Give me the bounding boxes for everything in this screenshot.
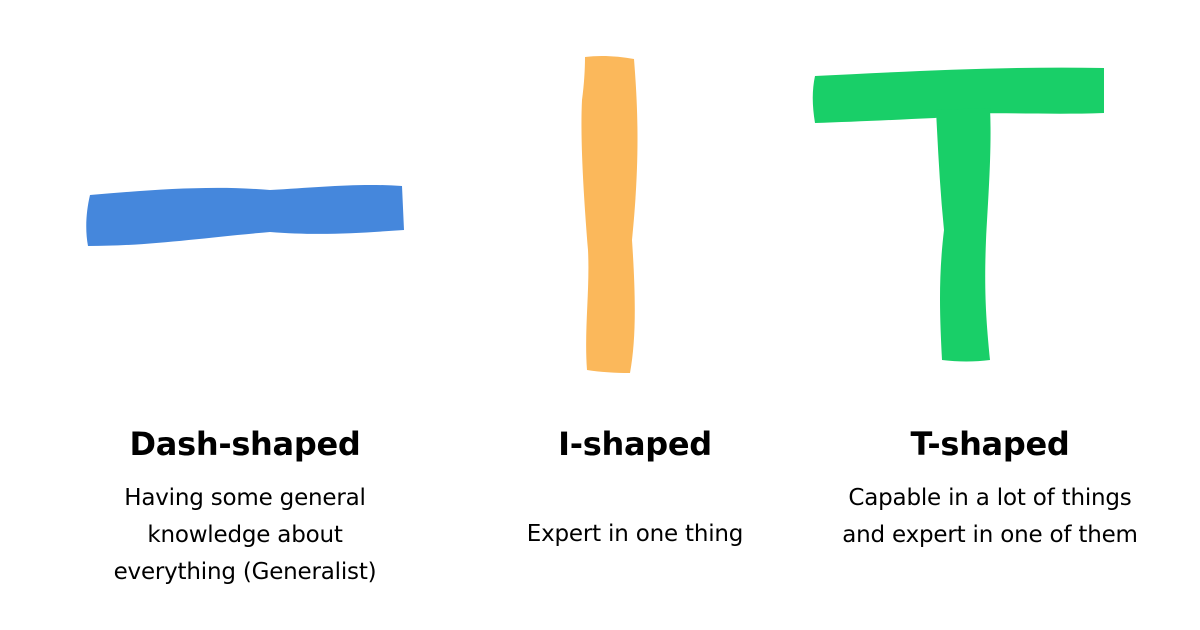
t-shaped-description: Capable in a lot of things and expert in… [842, 485, 1138, 548]
i-shaped-title: I-shaped [558, 425, 712, 463]
dash-shaped-column: Dash-shaped Having some general knowledg… [65, 420, 425, 591]
dash-shape-stroke [86, 184, 404, 246]
i-shape-stroke [581, 55, 638, 374]
dash-shaped-title: Dash-shaped [129, 425, 361, 463]
t-shape-bar [812, 67, 1104, 123]
dash-shaped-description: Having some general knowledge about ever… [113, 485, 377, 585]
t-shaped-column: T-shaped Capable in a lot of things and … [810, 420, 1170, 554]
t-shaped-title: T-shaped [910, 425, 1070, 463]
i-shaped-description: Expert in one thing [526, 521, 744, 547]
t-shape-stem [936, 108, 991, 362]
shape-illustrations [86, 55, 1104, 374]
i-shaped-column: I-shaped Expert in one thing [455, 420, 815, 553]
